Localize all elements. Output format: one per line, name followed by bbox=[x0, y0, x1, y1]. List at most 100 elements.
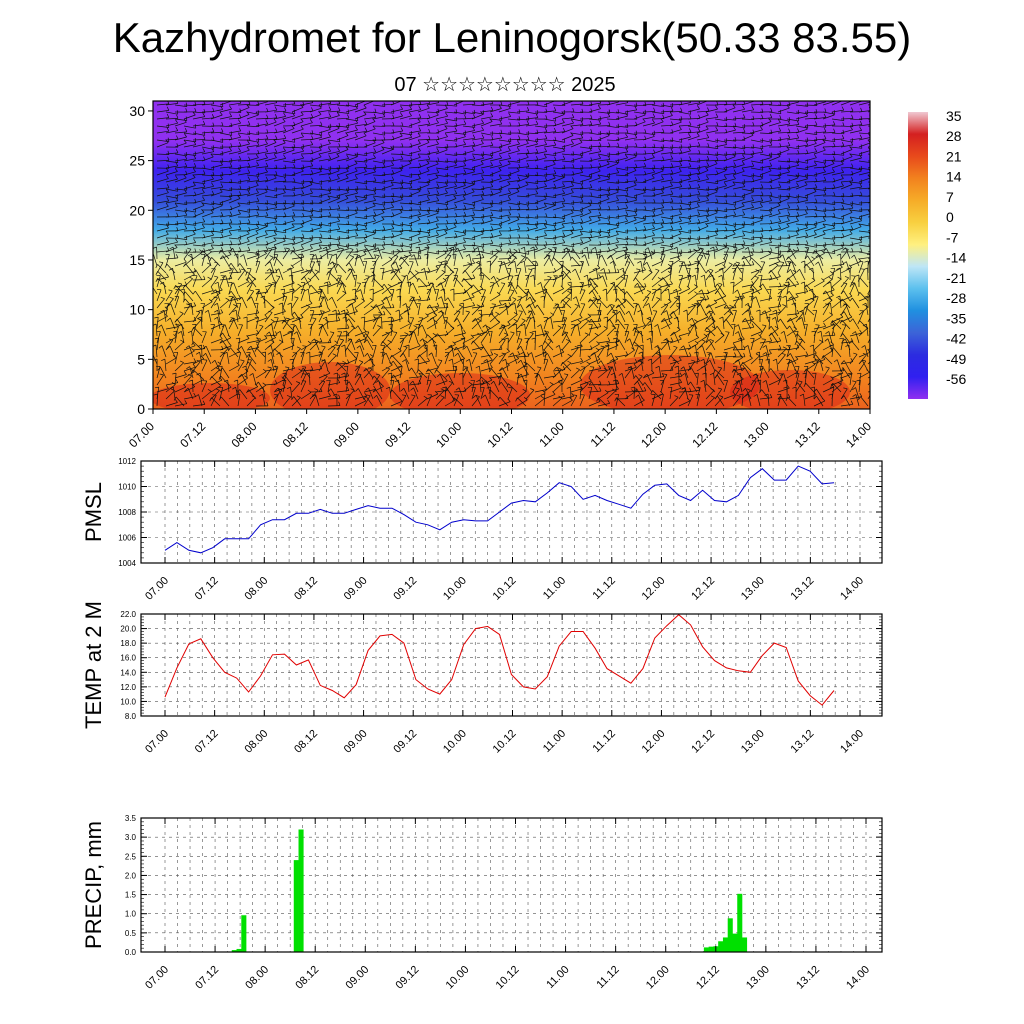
wind-barb-flag bbox=[328, 140, 331, 144]
wind-barb bbox=[615, 230, 628, 234]
wind-barb bbox=[840, 212, 853, 218]
wind-barb-flag bbox=[401, 143, 404, 148]
wind-barb bbox=[300, 165, 313, 169]
wind-barb bbox=[804, 191, 817, 197]
wind-barb bbox=[759, 214, 772, 218]
wind-barb bbox=[480, 229, 494, 232]
wind-barb-flag bbox=[625, 211, 629, 216]
wind-barb bbox=[372, 202, 385, 206]
wind-barb bbox=[579, 150, 592, 155]
wind-barb bbox=[183, 242, 196, 246]
wind-barb bbox=[507, 202, 520, 206]
wind-barb-flag bbox=[590, 108, 593, 113]
wind-barb-flag bbox=[167, 156, 170, 161]
wind-barb-flag bbox=[382, 113, 386, 117]
wind-barb-flag bbox=[481, 134, 485, 139]
wind-barb bbox=[795, 144, 808, 148]
wind-barb-flag bbox=[652, 113, 656, 118]
wind-barb bbox=[417, 170, 430, 176]
wind-barb-flag bbox=[545, 241, 548, 246]
wind-barb-flag bbox=[426, 181, 430, 185]
wind-barb-flag bbox=[435, 224, 439, 228]
wind-barb-flag bbox=[598, 162, 602, 167]
wind-barb-flag bbox=[697, 218, 701, 223]
wind-barb-flag bbox=[770, 184, 773, 189]
wind-barb-flag bbox=[570, 209, 574, 214]
wind-barb bbox=[336, 129, 349, 134]
wind-barb-flag bbox=[454, 232, 458, 237]
wind-barb-flag bbox=[769, 162, 773, 167]
wind-barb-flag bbox=[319, 133, 322, 138]
wind-barb-flag bbox=[165, 167, 169, 172]
wind-barb-flag bbox=[697, 105, 700, 110]
wind-barb-flag bbox=[878, 142, 880, 146]
wind-barb bbox=[840, 207, 853, 211]
wind-barb-flag bbox=[490, 106, 494, 111]
wind-barb-flag bbox=[697, 142, 701, 147]
wind-barb bbox=[327, 115, 340, 120]
wind-barb bbox=[705, 116, 718, 120]
wind-barb bbox=[642, 227, 655, 232]
wind-barb-flag bbox=[815, 101, 818, 106]
wind-barb-flag bbox=[544, 140, 548, 145]
wind-barb-flag bbox=[310, 113, 314, 118]
wind-barb bbox=[723, 118, 736, 121]
wind-barb-flag bbox=[410, 243, 413, 248]
wind-barb bbox=[219, 101, 232, 106]
wind-barb bbox=[363, 139, 377, 142]
wind-barb bbox=[849, 181, 862, 184]
wind-barb-flag bbox=[454, 127, 458, 132]
wind-barb-flag bbox=[490, 232, 494, 237]
wind-barb-flag bbox=[517, 239, 521, 244]
wind-barb-flag bbox=[203, 131, 206, 136]
wind-barb bbox=[804, 117, 818, 120]
wind-barb bbox=[282, 128, 295, 134]
wind-barb bbox=[777, 226, 790, 232]
wind-barb-flag bbox=[822, 223, 826, 228]
wind-barb-flag bbox=[842, 233, 845, 238]
wind-barb bbox=[777, 104, 791, 107]
wind-barb bbox=[273, 174, 286, 178]
wind-barb bbox=[552, 186, 565, 190]
wind-barb bbox=[210, 131, 224, 134]
wind-barb-flag bbox=[607, 113, 611, 117]
wind-barb bbox=[219, 195, 233, 197]
wind-barb bbox=[534, 227, 547, 232]
wind-barb bbox=[804, 132, 817, 135]
wind-barb-flag bbox=[552, 174, 556, 179]
wind-barb-flag bbox=[410, 192, 413, 197]
wind-barb-flag bbox=[436, 140, 439, 145]
wind-barb bbox=[408, 121, 421, 127]
wind-barb-flag bbox=[284, 228, 287, 233]
wind-barb-flag bbox=[346, 154, 350, 159]
wind-barb-flag bbox=[185, 207, 188, 212]
wind-barb-flag bbox=[391, 224, 395, 229]
wind-barb bbox=[525, 132, 539, 134]
wind-barb-flag bbox=[877, 197, 879, 200]
wind-barb bbox=[201, 194, 214, 197]
wind-barb-flag bbox=[338, 143, 341, 148]
wind-barb bbox=[777, 131, 791, 134]
wind-barb-flag bbox=[507, 181, 511, 185]
wind-barb-flag bbox=[311, 135, 314, 140]
wind-barb-flag bbox=[635, 115, 638, 120]
wind-barb-flag bbox=[552, 202, 556, 206]
wind-barb-flag bbox=[481, 154, 484, 159]
wind-barb bbox=[561, 117, 574, 120]
warm-patch bbox=[153, 383, 270, 409]
wind-barb bbox=[714, 170, 727, 176]
wind-barb-flag bbox=[301, 154, 304, 159]
wind-barb bbox=[327, 150, 340, 155]
wind-barb-flag bbox=[545, 102, 548, 107]
wind-barb-flag bbox=[660, 167, 664, 172]
wind-barb bbox=[156, 153, 170, 155]
wind-barb bbox=[660, 173, 673, 176]
wind-barb bbox=[192, 227, 205, 232]
wind-barb-flag bbox=[507, 140, 511, 144]
wind-barb-flag bbox=[473, 235, 476, 240]
wind-barb-flag bbox=[373, 190, 377, 194]
wind-barb bbox=[732, 235, 745, 239]
wind-barb bbox=[516, 208, 530, 211]
wind-barb-flag bbox=[500, 101, 503, 106]
wind-barb bbox=[480, 110, 493, 113]
